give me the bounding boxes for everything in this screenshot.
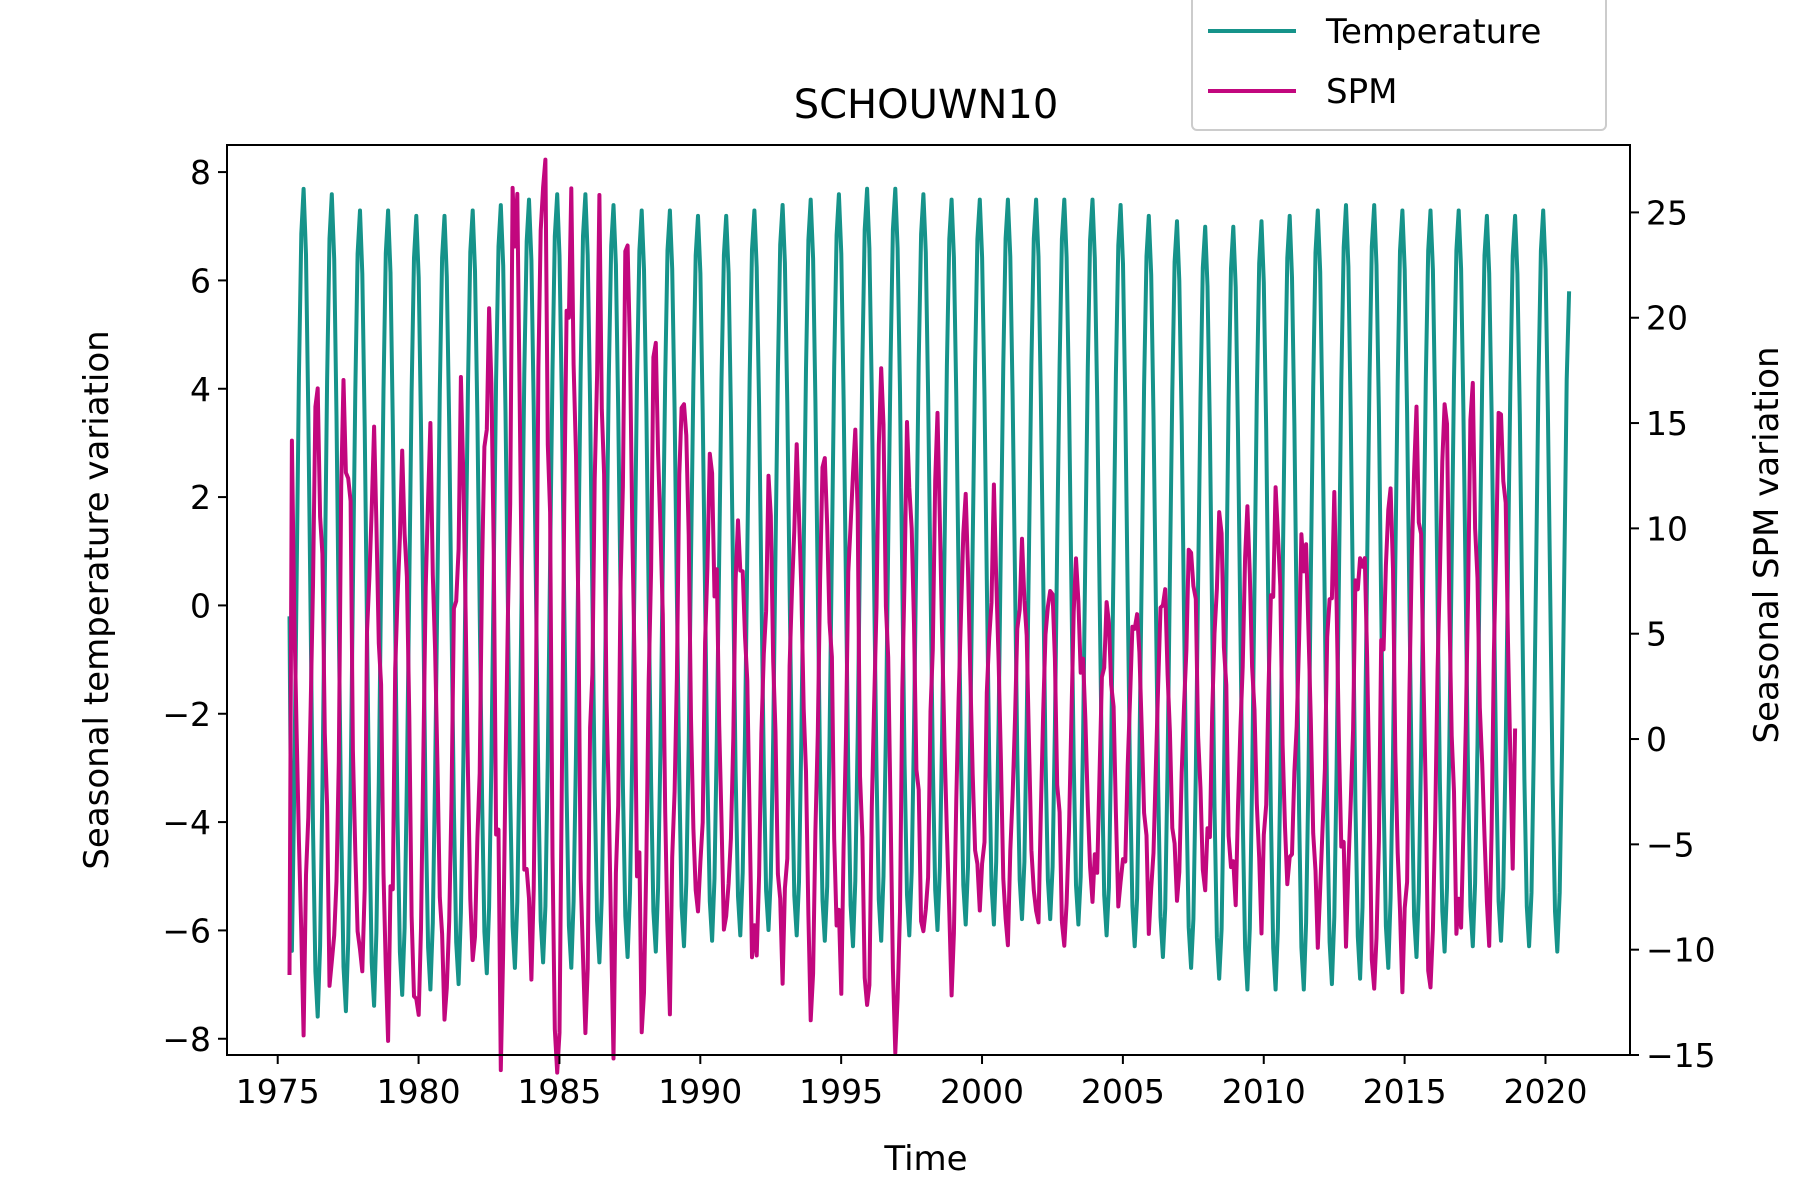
x-tick-label: 1975 [236,1072,320,1111]
x-axis: 1975 1980 1985 1990 1995 2000 2005 2010 2015 2020 [236,1055,1587,1111]
y-axis-right-label: Seasonal SPM variation [1747,346,1787,743]
y-right-tick-label: 5 [1646,615,1667,654]
y-left-tick-label: −8 [162,1020,211,1059]
legend-label-spm: SPM [1326,72,1397,112]
series-line-spm [287,157,1518,1075]
y-right-tick-label: 10 [1646,509,1688,548]
y-right-tick-label: 15 [1646,404,1688,443]
series-layer [287,157,1572,1075]
y-axis-left-label: Seasonal temperature variation [77,330,117,869]
chart-title: SCHOUWN10 [794,82,1059,128]
y-axis-left: −8 −6 −4 −2 0 2 4 6 8 [162,153,227,1059]
series-line-temperature [287,186,1572,1019]
x-tick-label: 1995 [799,1072,883,1111]
y-left-tick-label: −6 [162,911,211,950]
x-axis-label: Time [883,1139,967,1179]
y-left-tick-label: −4 [162,803,211,842]
y-right-tick-label: 0 [1646,720,1667,759]
y-right-tick-label: −5 [1646,825,1695,864]
x-tick-label: 1985 [517,1072,601,1111]
y-left-tick-label: 0 [190,586,211,625]
y-left-tick-label: 8 [190,153,211,192]
plot-frame [226,144,1631,1056]
x-tick-label: 2020 [1503,1072,1587,1111]
y-right-tick-label: 20 [1646,299,1688,338]
y-left-tick-label: −2 [162,695,211,734]
y-left-tick-label: 2 [190,478,211,517]
legend: Temperature SPM [1191,0,1607,131]
y-axis-right: −15 −10 −5 0 5 10 15 20 25 [1630,193,1716,1075]
y-right-tick-label: −10 [1646,931,1716,970]
x-tick-label: 2010 [1222,1072,1306,1111]
y-left-tick-label: 6 [190,261,211,300]
x-tick-label: 1990 [658,1072,742,1111]
y-right-tick-label: −15 [1646,1036,1716,1075]
y-left-tick-label: 4 [190,370,211,409]
x-tick-label: 2005 [1081,1072,1165,1111]
legend-label-temperature: Temperature [1325,12,1541,52]
y-right-tick-label: 25 [1646,193,1688,232]
x-tick-label: 2015 [1363,1072,1447,1111]
x-tick-label: 1980 [377,1072,461,1111]
x-tick-label: 2000 [940,1072,1024,1111]
